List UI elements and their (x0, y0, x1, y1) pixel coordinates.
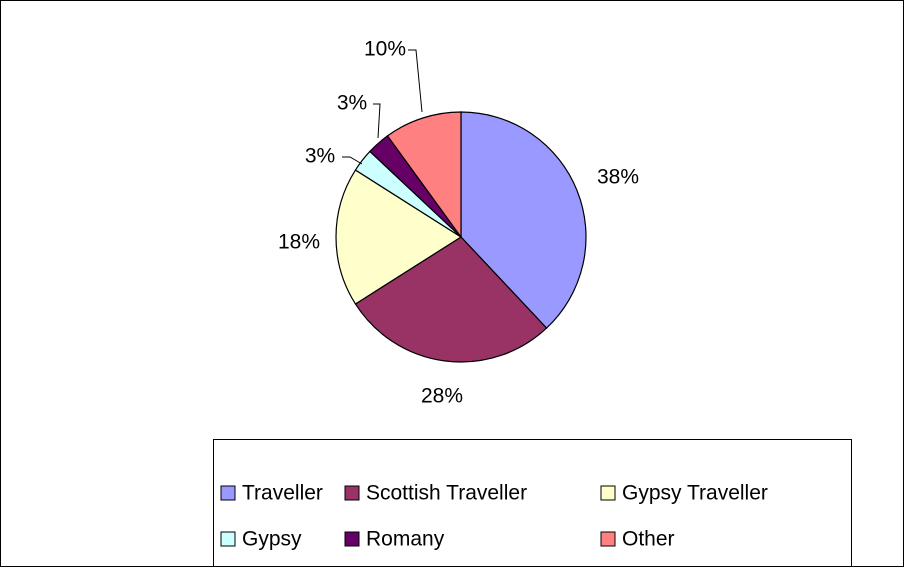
data-label: 38% (597, 166, 639, 189)
legend-label: Traveller (242, 482, 323, 505)
legend-label: Gypsy Traveller (622, 482, 768, 505)
legend-label: Romany (366, 528, 445, 551)
data-label: 3% (305, 145, 335, 168)
legend-label: Other (622, 528, 675, 551)
data-label: 10% (364, 38, 406, 61)
data-label: 3% (337, 92, 367, 115)
leader-line (408, 49, 423, 113)
leader-line (373, 103, 381, 139)
legend-swatch (344, 485, 360, 501)
legend-swatch (344, 531, 360, 547)
legend-swatch (600, 485, 616, 501)
legend-swatch (220, 531, 236, 547)
pie-slice (386, 111, 462, 239)
pie-slice (354, 236, 548, 363)
leader-line (342, 156, 363, 165)
legend-label: Gypsy (242, 528, 302, 551)
data-label: 18% (278, 231, 320, 254)
legend-box (213, 439, 852, 567)
pie-slice (460, 111, 587, 329)
legend-swatch (600, 531, 616, 547)
pie-slice (335, 169, 463, 305)
legend-label: Scottish Traveller (366, 482, 527, 505)
legend-swatch (220, 485, 236, 501)
data-label: 28% (421, 385, 463, 408)
